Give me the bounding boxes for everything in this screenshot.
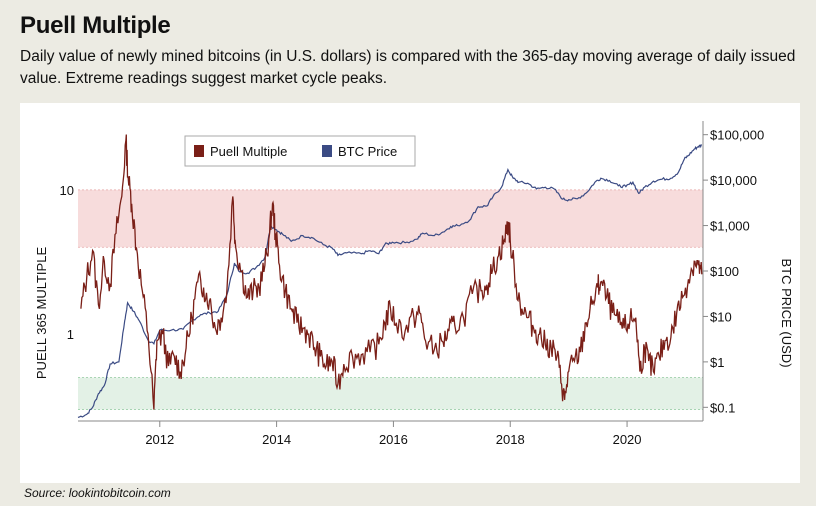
chart-panel: 2012 2014 2016 2018 2020 10 1 $100,000 $10,000… xyxy=(20,103,800,483)
puell-chart: 2012 2014 2016 2018 2020 10 1 $100,000 $10,000… xyxy=(34,121,794,447)
legend-swatch-btc xyxy=(322,145,332,157)
left-tick-label-0: 10 xyxy=(60,183,74,198)
left-tick-label-1: 1 xyxy=(67,327,74,342)
x-tick-label-4: 2020 xyxy=(613,432,642,447)
puell-multiple-line xyxy=(80,134,703,410)
right-tick-label-1: $10,000 xyxy=(710,173,757,188)
x-tick-label-0: 2012 xyxy=(145,432,174,447)
right-tick-label-5: $1 xyxy=(710,355,724,370)
right-tick-label-2: $1,000 xyxy=(710,219,750,234)
source-note: Source: lookintobitcoin.com xyxy=(24,486,171,500)
legend-swatch-puell xyxy=(194,145,204,157)
right-tick-label-0: $100,000 xyxy=(710,128,764,143)
left-axis-label: PUELL 365 MULTIPLE xyxy=(34,247,49,380)
right-tick-label-3: $100 xyxy=(710,264,739,279)
band-lines xyxy=(78,189,703,410)
low-band xyxy=(78,377,703,410)
x-tick-label-1: 2014 xyxy=(262,432,291,447)
legend-label-btc: BTC Price xyxy=(338,144,397,159)
right-ticks: $100,000 $10,000 $1,000 $100 $10 $1 $0.1 xyxy=(703,128,764,415)
legend: Puell Multiple BTC Price xyxy=(184,135,416,167)
chart-subtitle: Daily value of newly mined bitcoins (in … xyxy=(20,48,796,87)
left-ticks: 10 1 xyxy=(60,183,74,342)
right-tick-label-4: $10 xyxy=(710,309,732,324)
right-tick-label-6: $0.1 xyxy=(710,400,735,415)
btc-price-line xyxy=(77,144,703,418)
x-ticks: 2012 2014 2016 2018 2020 xyxy=(145,421,642,447)
high-band xyxy=(78,189,703,248)
x-tick-label-3: 2018 xyxy=(496,432,525,447)
legend-label-puell: Puell Multiple xyxy=(210,144,287,159)
right-axis-label: BTC PRICE (USD) xyxy=(779,258,794,367)
x-tick-label-2: 2016 xyxy=(379,432,408,447)
legend-box xyxy=(184,135,416,167)
chart-title: Puell Multiple xyxy=(20,12,171,39)
